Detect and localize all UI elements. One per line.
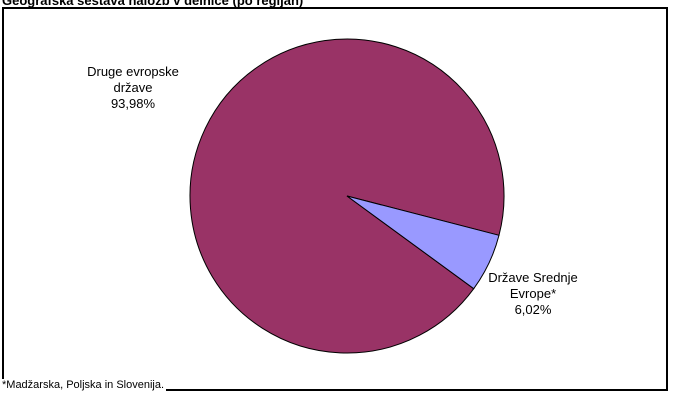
slice-percent: 6,02% — [514, 302, 552, 317]
slice-label-line: Druge evropske — [87, 64, 179, 79]
slice-label-line: Evrope* — [509, 286, 557, 301]
slice-label-line: države — [113, 80, 153, 95]
slice-label-drzave-srednje-evrope: Države Srednje Evrope* 6,02% — [468, 270, 598, 318]
chart-title: Geografska sestava naložb v delnice (po … — [2, 0, 304, 8]
slice-label-line: Države Srednje — [488, 270, 578, 285]
slice-percent: 93,98% — [110, 96, 156, 111]
pie-slice-drzave-srednje-evrope — [346, 195, 500, 290]
slice-label-druge-evropske-drzave: Druge evropske države 93,98% — [62, 64, 204, 112]
footnote: *Madžarska, Poljska in Slovenija. — [2, 379, 167, 392]
